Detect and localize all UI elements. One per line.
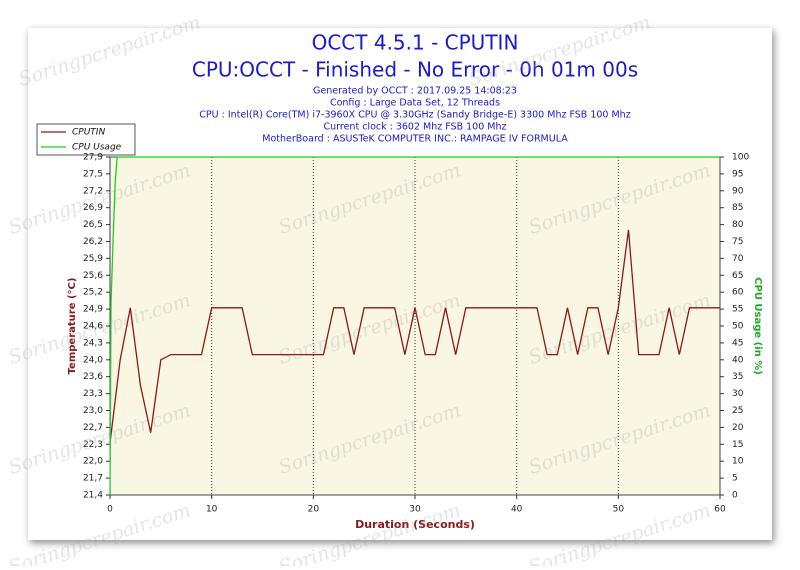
info-line: CPU : Intel(R) Core(TM) i7-3960X CPU @ 3… <box>199 110 630 121</box>
y2-tick-label: 25 <box>732 406 743 416</box>
y2-tick-label: 85 <box>732 203 743 213</box>
x-tick-label: 0 <box>107 505 113 515</box>
y2-tick-label: 10 <box>732 457 744 467</box>
series-line <box>109 229 720 444</box>
y2-tick-label: 80 <box>732 220 744 230</box>
y-tick-label: 22,7 <box>83 423 103 433</box>
y-tick-label: 25,2 <box>83 288 103 298</box>
y2-tick-label: 70 <box>732 254 744 264</box>
y-tick-label: 21,4 <box>83 491 103 501</box>
y2-tick-label: 50 <box>732 322 744 332</box>
y-axis-label: Temperature (°C) <box>67 278 78 375</box>
x-tick-label: 40 <box>511 505 523 515</box>
series-line <box>109 156 720 496</box>
y-tick-label: 27,9 <box>83 153 103 163</box>
y2-tick-label: 35 <box>732 372 743 382</box>
y2-tick-label: 65 <box>732 271 743 281</box>
y-tick-label: 26,9 <box>83 203 103 213</box>
y2-tick-label: 75 <box>732 237 743 247</box>
y2-tick-label: 20 <box>732 423 744 433</box>
chart-title: OCCT 4.5.1 - CPUTIN <box>312 31 519 55</box>
y-tick-label: 24,0 <box>83 355 103 365</box>
y2-tick-label: 100 <box>732 153 749 163</box>
y-tick-label: 23,0 <box>83 406 103 416</box>
legend <box>36 123 136 156</box>
y-tick-label: 26,2 <box>83 237 103 247</box>
y-tick-label: 25,9 <box>83 254 103 264</box>
y2-tick-label: 30 <box>732 389 744 399</box>
x-axis-label: Duration (Seconds) <box>355 518 475 531</box>
y-tick-label: 22,3 <box>83 440 103 450</box>
y2-tick-label: 45 <box>732 338 743 348</box>
y-tick-label: 21,7 <box>83 474 103 484</box>
legend-label: CPUTIN <box>72 128 105 138</box>
y2-tick-label: 0 <box>732 491 738 501</box>
y2-tick-label: 90 <box>732 186 744 196</box>
y-tick-label: 26,5 <box>83 220 103 230</box>
y-tick-label: 22,0 <box>83 457 103 467</box>
y2-tick-label: 5 <box>732 474 738 484</box>
y2-tick-label: 15 <box>732 440 743 450</box>
info-line: Current clock : 3602 Mhz FSB 100 Mhz <box>324 122 507 133</box>
chart-subtitle: CPU:OCCT - Finished - No Error - 0h 01m … <box>192 58 638 82</box>
legend-label: CPU Usage <box>72 143 122 153</box>
x-tick-label: 10 <box>206 505 218 515</box>
y2-tick-label: 55 <box>732 305 743 315</box>
y-tick-label: 27,2 <box>83 186 103 196</box>
y-tick-label: 27,5 <box>83 169 103 179</box>
y-tick-label: 23,3 <box>83 389 103 399</box>
info-line: Generated by OCCT : 2017.09.25 14:08:23 <box>313 86 517 97</box>
y-tick-label: 24,3 <box>83 338 103 348</box>
x-tick-label: 20 <box>308 505 320 515</box>
y2-tick-label: 60 <box>732 288 744 298</box>
x-tick-label: 30 <box>409 505 421 515</box>
info-line: MotherBoard : ASUSTeK COMPUTER INC.: RAM… <box>262 134 568 145</box>
y2-tick-label: 95 <box>732 169 743 179</box>
y2-tick-label: 40 <box>732 355 744 365</box>
y-tick-label: 24,9 <box>83 305 103 315</box>
y2-axis-label: CPU Usage (in %) <box>752 277 763 375</box>
info-line: Config : Large Data Set, 12 Threads <box>330 98 500 109</box>
x-tick-label: 50 <box>613 505 625 515</box>
y-tick-label: 23,6 <box>83 372 103 382</box>
y-tick-label: 24,6 <box>83 322 103 332</box>
x-tick-label: 60 <box>714 505 726 515</box>
y-tick-label: 25,6 <box>83 271 103 281</box>
